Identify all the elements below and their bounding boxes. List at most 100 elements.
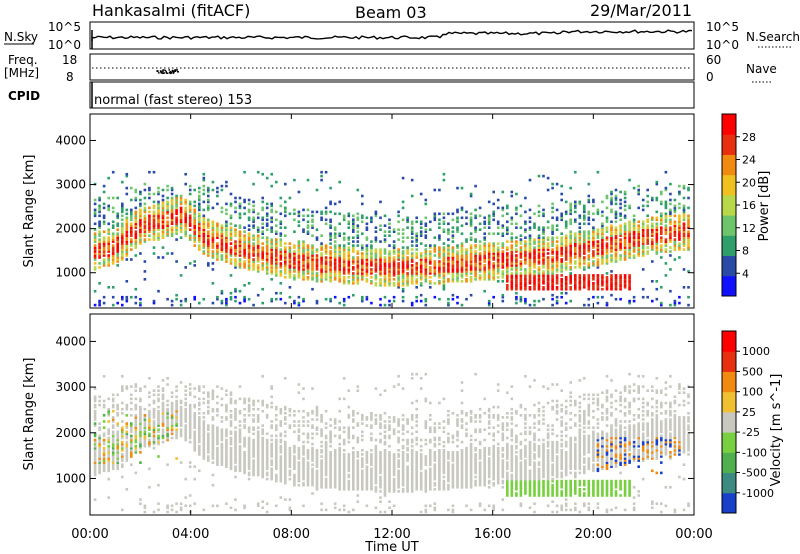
power-cell bbox=[356, 266, 360, 269]
power-cell bbox=[492, 242, 495, 245]
power-cell bbox=[333, 248, 337, 251]
power-cell bbox=[188, 224, 192, 227]
power-cell bbox=[297, 272, 301, 275]
power-cell bbox=[288, 295, 292, 299]
velocity-cell bbox=[139, 399, 142, 403]
velocity-cell bbox=[220, 428, 224, 431]
power-cell bbox=[456, 218, 459, 222]
velocity-cell bbox=[143, 424, 147, 427]
power-cell bbox=[265, 224, 269, 227]
velocity-cell bbox=[288, 459, 292, 462]
power-cell bbox=[383, 224, 387, 227]
power-cell bbox=[564, 284, 568, 287]
power-cell bbox=[474, 270, 477, 273]
power-cell bbox=[397, 228, 400, 231]
power-cell bbox=[220, 230, 224, 233]
power-cell bbox=[492, 258, 495, 261]
power-cell bbox=[424, 230, 428, 233]
power-cell bbox=[179, 194, 183, 198]
power-cell bbox=[569, 256, 572, 259]
velocity-cell bbox=[139, 389, 142, 392]
power-cell bbox=[601, 232, 604, 235]
power-cell bbox=[637, 234, 640, 237]
velocity-cell bbox=[143, 510, 147, 514]
power-cell bbox=[279, 262, 283, 265]
power-cell bbox=[447, 278, 450, 281]
velocity-cell bbox=[98, 457, 101, 460]
velocity-cell bbox=[143, 418, 147, 421]
power-cell bbox=[397, 262, 400, 265]
power-cell bbox=[275, 258, 278, 261]
power-cell bbox=[229, 258, 233, 261]
power-cell bbox=[107, 196, 110, 200]
power-cell bbox=[202, 178, 206, 182]
velocity-cell bbox=[98, 465, 101, 468]
velocity-cell bbox=[243, 471, 246, 475]
power-cell bbox=[438, 276, 441, 279]
power-cell bbox=[379, 303, 382, 307]
power-cell bbox=[216, 295, 219, 299]
power-cell bbox=[148, 230, 151, 233]
power-cell bbox=[297, 214, 301, 218]
power-cell bbox=[275, 272, 278, 275]
power-cell bbox=[560, 238, 563, 241]
power-cell bbox=[342, 248, 346, 251]
power-cell bbox=[447, 250, 450, 253]
power-cell bbox=[388, 252, 391, 255]
power-cell bbox=[574, 232, 577, 235]
velocity-cell bbox=[184, 409, 187, 413]
velocity-cell bbox=[175, 420, 178, 423]
power-cell bbox=[438, 252, 441, 255]
power-cell bbox=[592, 287, 595, 291]
power-cell bbox=[524, 272, 527, 275]
power-cell bbox=[564, 212, 568, 216]
velocity-cell bbox=[207, 412, 210, 415]
power-cell bbox=[275, 210, 278, 214]
velocity-cell bbox=[234, 418, 237, 421]
power-cell bbox=[628, 299, 631, 303]
power-cell bbox=[610, 228, 613, 231]
power-cell bbox=[478, 260, 482, 263]
power-cell bbox=[261, 242, 264, 245]
power-cell bbox=[528, 268, 532, 271]
nave-dot bbox=[161, 72, 163, 74]
velocity-cell bbox=[234, 469, 237, 473]
power-cell bbox=[130, 232, 133, 235]
velocity-cell bbox=[179, 508, 183, 512]
velocity-cell bbox=[306, 455, 310, 458]
power-cell bbox=[469, 278, 473, 281]
velocity-cell bbox=[243, 455, 246, 458]
power-cell bbox=[492, 210, 495, 214]
power-cell bbox=[601, 242, 604, 245]
power-cell bbox=[157, 256, 160, 259]
power-cell bbox=[361, 274, 364, 277]
power-cell bbox=[415, 256, 418, 259]
power-cell bbox=[578, 238, 582, 241]
velocity-cell bbox=[243, 407, 246, 411]
power-cell bbox=[306, 266, 310, 269]
velocity-cell bbox=[98, 442, 101, 446]
power-cell bbox=[456, 252, 459, 255]
power-cell bbox=[161, 226, 165, 229]
velocity-cell bbox=[229, 436, 233, 440]
velocity-cell bbox=[111, 463, 115, 466]
power-cell bbox=[574, 234, 577, 237]
velocity-cell bbox=[256, 471, 260, 475]
power-cell bbox=[175, 228, 178, 231]
power-cell bbox=[152, 230, 156, 233]
velocity-cell bbox=[134, 422, 138, 425]
power-cell bbox=[392, 250, 396, 253]
power-cell bbox=[605, 301, 609, 305]
power-cell bbox=[98, 303, 101, 307]
power-cell bbox=[98, 248, 101, 251]
velocity-cell bbox=[225, 461, 228, 464]
power-cell bbox=[560, 240, 563, 243]
power-cell bbox=[610, 192, 613, 196]
power-cell bbox=[510, 240, 514, 243]
power-cell bbox=[243, 238, 246, 241]
velocity-cell bbox=[130, 424, 133, 427]
power-cell bbox=[678, 220, 681, 224]
velocity-cell bbox=[161, 416, 165, 419]
power-cell bbox=[320, 278, 323, 281]
power-cell bbox=[487, 303, 491, 307]
